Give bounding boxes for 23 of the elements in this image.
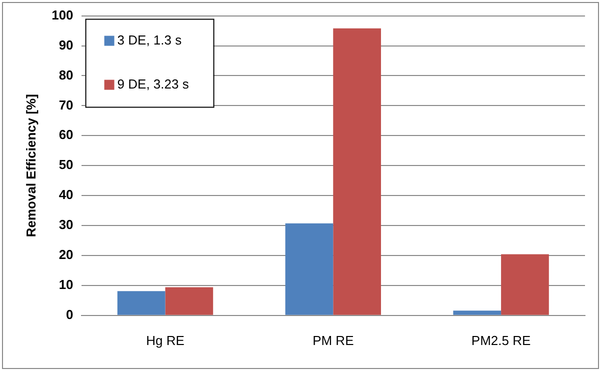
bar bbox=[117, 291, 166, 315]
x-tick-label: Hg RE bbox=[146, 332, 185, 348]
y-tick-label: 100 bbox=[52, 7, 74, 22]
bar bbox=[333, 28, 381, 315]
y-tick-label: 10 bbox=[58, 277, 74, 292]
y-tick-label: 50 bbox=[58, 157, 74, 172]
y-tick-label: 40 bbox=[58, 187, 74, 202]
legend-label: 9 DE, 3.23 s bbox=[117, 76, 190, 92]
y-tick-label: 60 bbox=[58, 127, 74, 142]
legend-label: 3 DE, 1.3 s bbox=[117, 32, 182, 48]
y-tick-label: 20 bbox=[58, 247, 74, 262]
bar bbox=[501, 254, 549, 315]
y-tick-label: 0 bbox=[66, 306, 74, 322]
y-axis-title: Removal Efficiency [%] bbox=[23, 94, 38, 238]
bar bbox=[165, 287, 214, 315]
bar bbox=[453, 310, 502, 315]
y-tick-label: 30 bbox=[58, 217, 74, 232]
y-tick-label: 70 bbox=[58, 97, 74, 112]
x-tick-label: PM RE bbox=[312, 332, 354, 348]
y-tick-label: 90 bbox=[58, 37, 74, 52]
bar bbox=[285, 223, 334, 315]
x-tick-label: PM2.5 RE bbox=[471, 332, 531, 348]
y-tick-label: 80 bbox=[58, 67, 74, 82]
